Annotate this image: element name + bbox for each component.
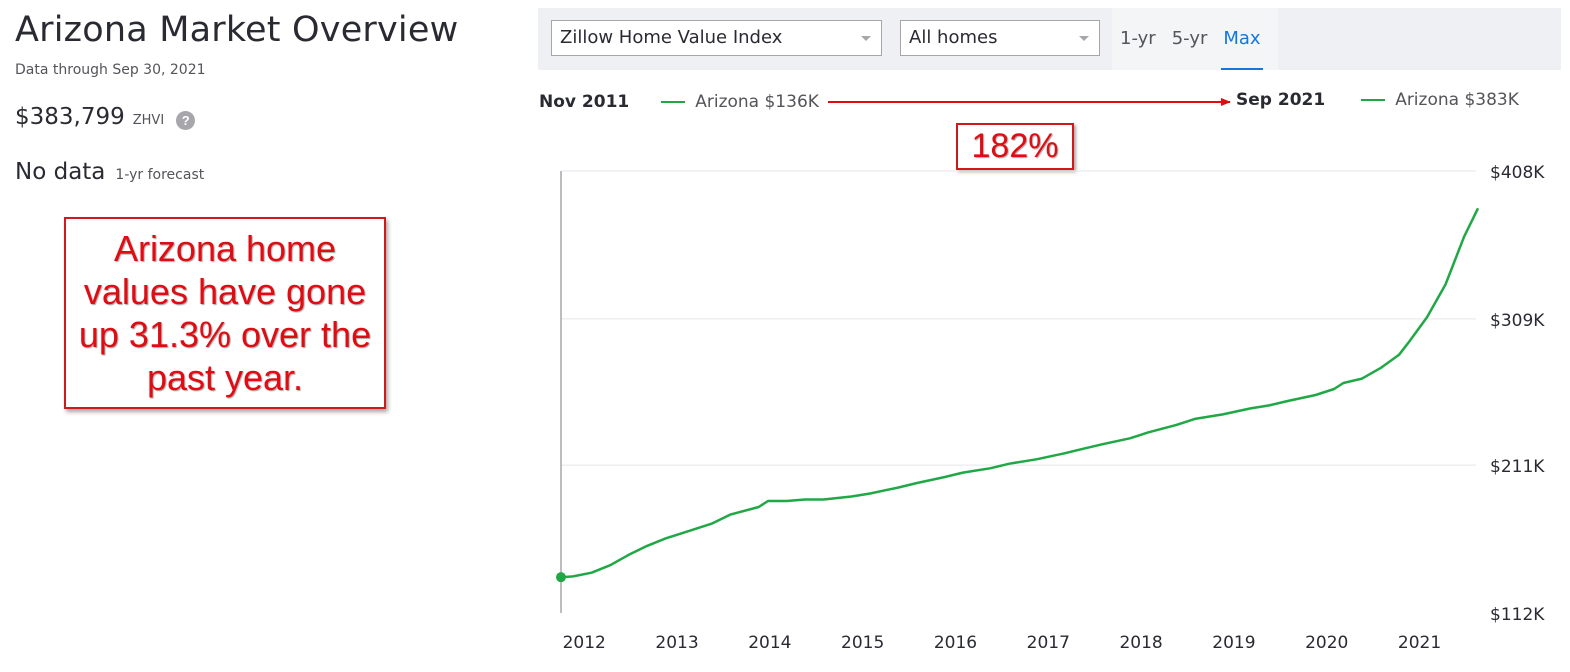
range-tabs: 1-yr 5-yr Max [1112,8,1278,70]
legend-end-date: Sep 2021 [1236,90,1326,110]
y-axis-ticks: $112K $211K $309K $408K [1490,163,1545,625]
y-tick-label: $309K [1490,311,1545,331]
legend-start-date: Nov 2011 [539,92,630,112]
annotation-callout: Arizona home values have gone up 31.3% o… [64,217,386,409]
chevron-down-icon [861,36,871,41]
x-tick-label: 2020 [1305,633,1348,653]
chart-controls: Zillow Home Value Index All homes 1-yr 5… [538,8,1561,70]
x-tick-label: 2015 [841,633,884,653]
legend-end-value: Arizona $383K [1395,90,1519,110]
x-tick-label: 2012 [563,633,606,653]
zhvi-label: ZHVI [132,113,165,128]
metric-select-value: Zillow Home Value Index [560,27,783,48]
metric-select[interactable]: Zillow Home Value Index [551,20,882,56]
page-title: Arizona Market Overview [15,10,459,50]
home-type-select[interactable]: All homes [900,20,1100,56]
y-tick-label: $408K [1490,163,1545,183]
series-line-arizona [560,207,1480,579]
tab-5-yr[interactable]: 5-yr [1171,28,1208,49]
home-type-select-value: All homes [909,27,998,48]
help-icon[interactable]: ? [176,111,196,130]
x-tick-label: 2017 [1027,633,1070,653]
x-tick-label: 2019 [1212,633,1255,653]
y-tick-label: $211K [1490,457,1545,477]
data-through-date: Data through Sep 30, 2021 [15,62,206,78]
series-group [556,207,1480,583]
chevron-down-icon [1079,36,1089,41]
x-tick-label: 2021 [1398,633,1441,653]
x-tick-label: 2013 [655,633,698,653]
legend-start-value: Arizona $136K [695,92,819,112]
legend-end: Sep 2021 Arizona $383K [1236,90,1519,110]
zhvi-value: $383,799 [15,104,125,130]
legend-series-swatch [661,101,686,103]
percent-change-box: 182% [956,123,1074,170]
x-axis-ticks: 2012 2013 2014 2015 2016 2017 2018 2019 2020 2021 [563,633,1442,653]
x-tick-label: 2016 [934,633,977,653]
tab-1-yr[interactable]: 1-yr [1120,28,1156,49]
forecast-value: No data [15,159,106,185]
forecast-label: 1-yr forecast [115,167,205,183]
chart-grid [560,170,1476,613]
forecast-row: No data 1-yr forecast [15,159,204,185]
legend-start: Nov 2011 Arizona $136K [539,92,819,112]
zhvi-value-row: $383,799 ZHVI ? [15,104,196,130]
legend-series-swatch [1361,99,1386,101]
y-tick-label: $112K [1490,605,1545,625]
series-start-point [556,572,566,583]
x-tick-label: 2018 [1119,633,1162,653]
x-tick-label: 2014 [748,633,791,653]
tab-max[interactable]: Max [1215,8,1268,70]
